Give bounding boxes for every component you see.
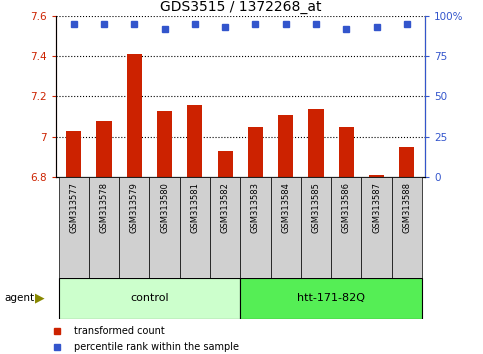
Bar	[241, 278, 422, 319]
Bar	[301, 177, 331, 278]
Text: GSM313583: GSM313583	[251, 182, 260, 233]
Text: GSM313582: GSM313582	[221, 182, 229, 233]
Bar	[157, 110, 172, 177]
Text: percentile rank within the sample: percentile rank within the sample	[74, 342, 239, 352]
Bar	[270, 177, 301, 278]
Text: GSM313577: GSM313577	[69, 182, 78, 233]
Bar	[399, 147, 414, 177]
Bar	[241, 177, 270, 278]
Text: GSM313588: GSM313588	[402, 182, 412, 233]
Text: ▶: ▶	[35, 292, 44, 305]
Text: htt-171-82Q: htt-171-82Q	[297, 293, 365, 303]
Text: control: control	[130, 293, 169, 303]
Bar	[331, 177, 361, 278]
Bar	[309, 109, 324, 177]
Bar	[66, 131, 81, 177]
Text: GSM313584: GSM313584	[281, 182, 290, 233]
Bar	[127, 54, 142, 177]
Bar	[187, 104, 202, 177]
Text: GSM313585: GSM313585	[312, 182, 321, 233]
Bar	[149, 177, 180, 278]
Bar	[58, 177, 89, 278]
Text: GSM313578: GSM313578	[99, 182, 109, 233]
Bar	[58, 278, 241, 319]
Bar	[119, 177, 149, 278]
Bar	[217, 151, 233, 177]
Bar	[248, 127, 263, 177]
Bar	[339, 127, 354, 177]
Text: GSM313586: GSM313586	[342, 182, 351, 233]
Text: agent: agent	[5, 293, 35, 303]
Bar	[89, 177, 119, 278]
Text: GSM313579: GSM313579	[130, 182, 139, 233]
Text: transformed count: transformed count	[74, 326, 165, 336]
Bar	[180, 177, 210, 278]
Text: GSM313580: GSM313580	[160, 182, 169, 233]
Bar	[369, 175, 384, 177]
Bar	[97, 121, 112, 177]
Text: GSM313581: GSM313581	[190, 182, 199, 233]
Bar	[210, 177, 241, 278]
Text: GSM313587: GSM313587	[372, 182, 381, 233]
Bar	[392, 177, 422, 278]
Bar	[278, 115, 293, 177]
Bar	[361, 177, 392, 278]
Title: GDS3515 / 1372268_at: GDS3515 / 1372268_at	[159, 0, 321, 13]
